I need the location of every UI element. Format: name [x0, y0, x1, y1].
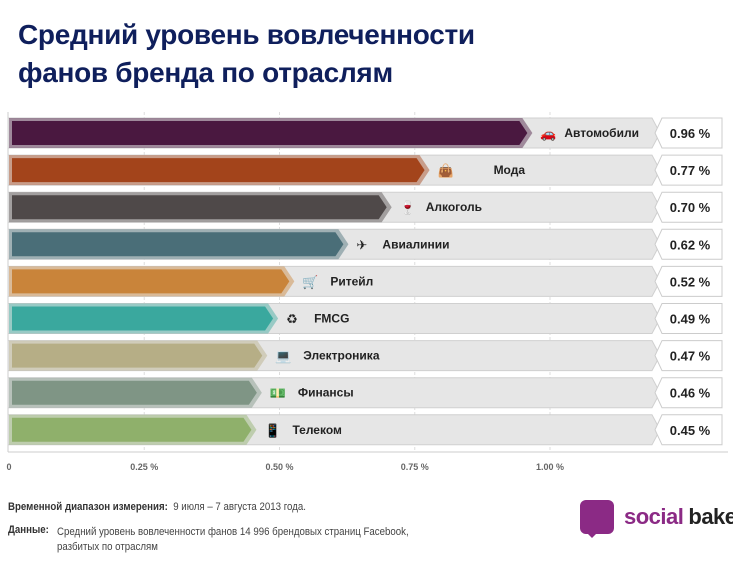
value-box	[654, 265, 723, 297]
value-box	[654, 117, 723, 149]
logo-icon	[580, 500, 614, 538]
logo-text-a: social	[624, 504, 684, 529]
category-label: Мода	[494, 163, 526, 177]
category-label: Финансы	[298, 386, 354, 400]
socialbakers-logo: socialbakers	[580, 500, 733, 538]
airplane-icon: ✈	[356, 237, 367, 252]
period-label: Временной диапазон измерения:	[8, 501, 168, 513]
value-label: 0.96 %	[670, 126, 711, 141]
shopping-cart-icon: 🛒	[302, 274, 318, 289]
category-label: FMCG	[314, 312, 349, 326]
x-tick-label: 0.25 %	[130, 462, 158, 472]
bar	[12, 380, 257, 405]
value-label: 0.62 %	[670, 237, 711, 252]
value-label: 0.70 %	[670, 200, 711, 215]
category-label: Авиалинии	[382, 237, 449, 251]
car-icon: 🚗	[540, 126, 556, 141]
bar	[12, 343, 263, 368]
bar	[12, 121, 528, 145]
period-note: Временной диапазон измерения: 9 июля – 7…	[8, 501, 306, 513]
value-box	[654, 303, 723, 334]
value-label: 0.47 %	[670, 349, 711, 364]
chart-title: Средний уровень вовлеченности фанов брен…	[18, 16, 475, 92]
category-label: Ритейл	[330, 274, 373, 288]
value-label: 0.49 %	[670, 312, 711, 327]
wine-glass-icon: 🍷	[400, 200, 416, 215]
period-value: 9 июля – 7 августа 2013 года.	[173, 501, 306, 513]
value-box	[654, 414, 723, 446]
value-box	[654, 377, 723, 409]
category-label: Алкоголь	[426, 200, 482, 214]
category-label: Автомобили	[564, 126, 639, 140]
data-label: Данные:	[8, 524, 49, 536]
bar	[12, 417, 252, 442]
value-box	[654, 228, 723, 260]
bar	[12, 195, 387, 220]
bar	[12, 269, 290, 294]
x-tick-label: 0	[6, 462, 11, 472]
bar	[12, 232, 344, 257]
bar-chart: 0 0.25 % 0.50 % 0.75 % 1.00 % 🚗 Автомобили 0.96…	[6, 112, 728, 472]
value-label: 0.45 %	[670, 423, 711, 438]
data-label-wrap: Данные:	[8, 524, 49, 536]
value-label: 0.52 %	[670, 274, 711, 289]
x-tick-label: 0.75 %	[401, 462, 429, 472]
value-box	[654, 191, 723, 223]
laptop-icon: 💻	[275, 349, 291, 364]
x-tick-label: 0.50 %	[265, 462, 293, 472]
x-tick-label: 1.00 %	[536, 462, 564, 472]
mobile-phone-icon: 📱	[264, 423, 280, 438]
category-label: Телеком	[292, 423, 342, 437]
data-value-2: разбитых по отраслям	[57, 541, 158, 553]
data-value-1: Средний уровень вовлеченности фанов 14 9…	[57, 526, 409, 538]
title-line-1: Средний уровень вовлеченности	[18, 19, 475, 50]
value-label: 0.77 %	[670, 163, 711, 178]
logo-text-b: bakers	[688, 504, 733, 529]
handbag-icon: 👜	[438, 163, 454, 178]
value-box	[654, 154, 723, 186]
fmcg-icon: ♻	[286, 312, 298, 327]
bar	[12, 306, 274, 331]
money-icon: 💵	[270, 386, 286, 401]
category-label: Электроника	[303, 349, 380, 363]
value-label: 0.46 %	[670, 386, 711, 401]
title-line-2: фанов бренда по отраслям	[18, 57, 393, 88]
value-box	[654, 340, 723, 372]
bar	[12, 158, 425, 183]
